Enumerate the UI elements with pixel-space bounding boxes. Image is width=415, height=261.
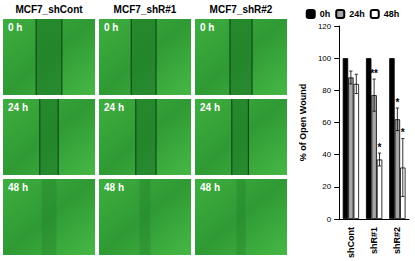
svg-text:24h: 24h [349, 9, 365, 19]
svg-text:0 h: 0 h [200, 22, 214, 33]
svg-text:0 h: 0 h [8, 22, 22, 33]
svg-text:**: ** [370, 68, 378, 79]
svg-text:40: 40 [322, 150, 331, 159]
svg-text:0: 0 [327, 215, 332, 224]
svg-text:% of Open Wound: % of Open Wound [298, 84, 308, 161]
svg-text:0 h: 0 h [104, 22, 118, 33]
svg-text:*: * [378, 142, 382, 153]
svg-text:shR#1: shR#1 [369, 227, 379, 254]
svg-text:MCF7_shCont: MCF7_shCont [15, 4, 83, 15]
svg-text:MCF7_shR#1: MCF7_shR#1 [114, 4, 177, 15]
svg-text:48 h: 48 h [200, 182, 220, 193]
svg-text:*: * [395, 97, 399, 108]
svg-text:20: 20 [322, 182, 331, 191]
svg-text:80: 80 [322, 86, 331, 95]
svg-text:MCF7_shR#2: MCF7_shR#2 [210, 4, 273, 15]
svg-text:24 h: 24 h [8, 102, 28, 113]
svg-text:120: 120 [318, 22, 332, 31]
svg-text:shCont: shCont [346, 227, 356, 258]
svg-text:48h: 48h [384, 9, 400, 19]
svg-text:shR#2: shR#2 [392, 227, 402, 254]
svg-text:60: 60 [322, 118, 331, 127]
svg-text:48 h: 48 h [104, 182, 124, 193]
svg-text:24 h: 24 h [200, 102, 220, 113]
svg-text:*: * [401, 127, 405, 138]
svg-text:100: 100 [318, 54, 332, 63]
svg-text:0h: 0h [320, 9, 331, 19]
svg-text:24 h: 24 h [104, 102, 124, 113]
svg-text:48 h: 48 h [8, 182, 28, 193]
